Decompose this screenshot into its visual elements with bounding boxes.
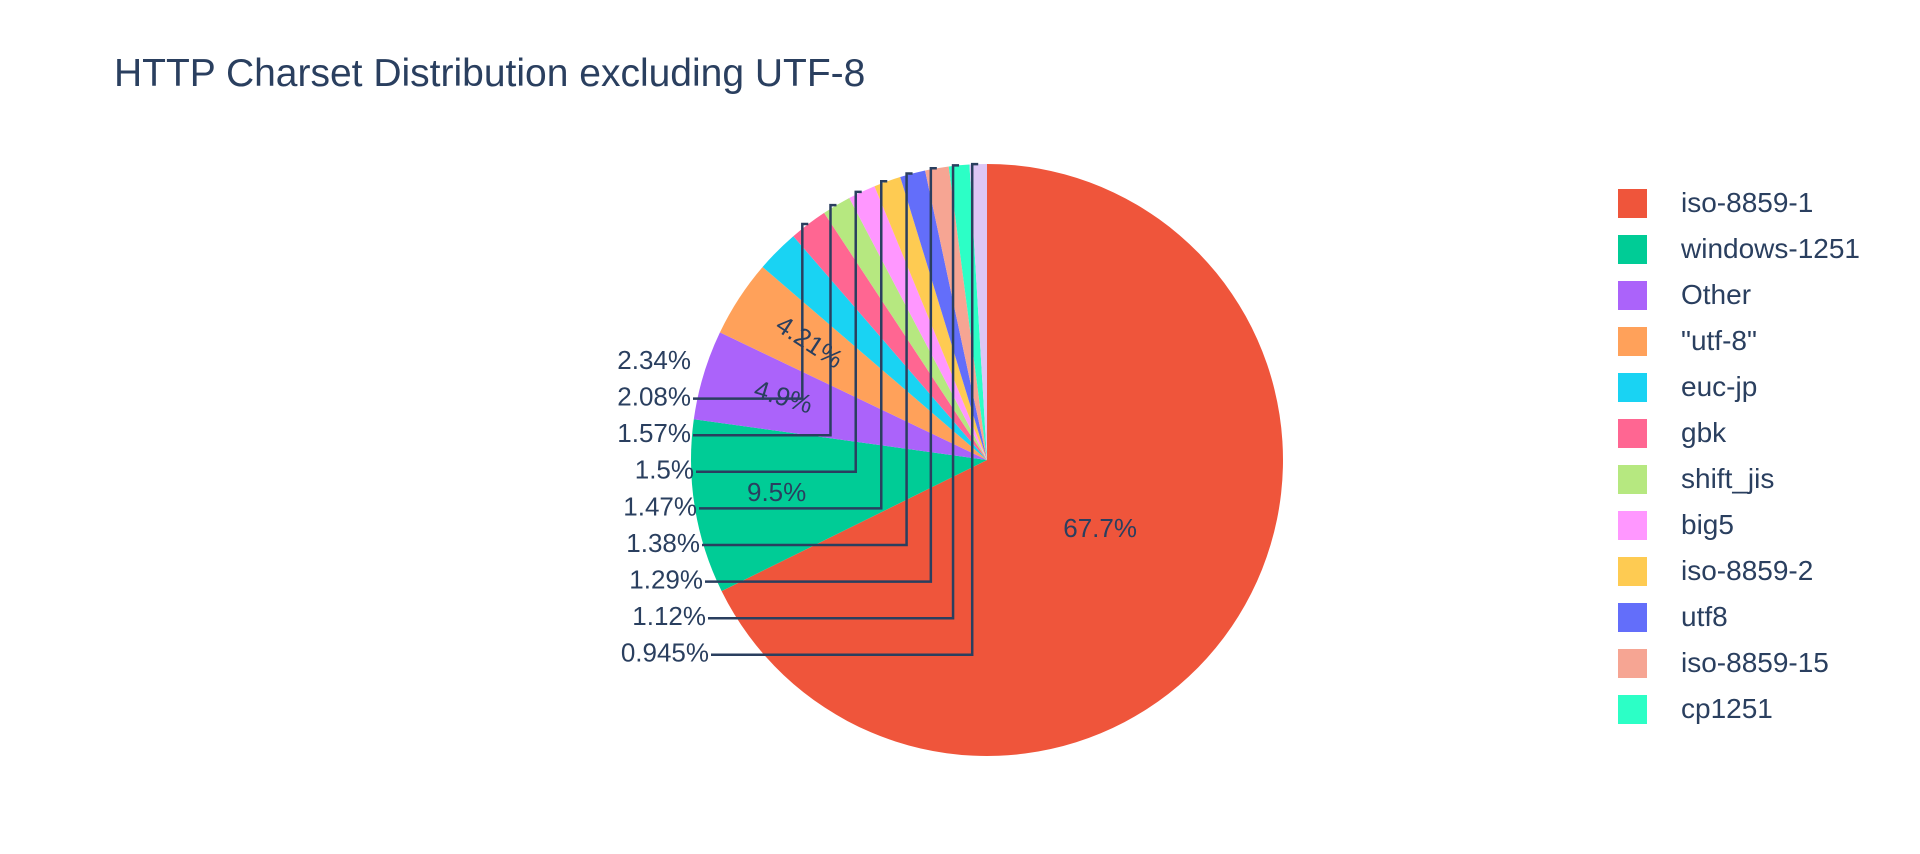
leader-line: [711, 162, 979, 657]
legend-swatch: [1618, 280, 1647, 310]
pie-slice-windows-1251[interactable]: [690, 419, 987, 592]
pie-slice-iso-8859-1[interactable]: [721, 164, 1283, 757]
legend-item[interactable]: windows-1251: [1618, 226, 1860, 272]
legend-label: cp1251: [1681, 693, 1773, 724]
legend-swatch: [1618, 418, 1647, 448]
legend-item[interactable]: iso-8859-1: [1618, 180, 1860, 226]
legend-label: iso-8859-2: [1681, 555, 1814, 586]
legend-swatch: [1618, 234, 1647, 264]
pie-slice-other[interactable]: [693, 332, 987, 460]
pie-label: 9.5%: [747, 477, 806, 507]
legend-label: utf8: [1681, 601, 1728, 632]
legend-label: euc-jp: [1681, 371, 1758, 402]
leader-line: [699, 180, 888, 510]
legend-label: windows-1251: [1681, 233, 1860, 264]
pie-label: 67.7%: [1063, 513, 1137, 543]
legend-item[interactable]: cp1251: [1618, 686, 1860, 732]
legend-swatch: [1618, 464, 1647, 494]
legend-swatch: [1618, 556, 1647, 586]
legend-item[interactable]: gbk: [1618, 410, 1860, 456]
pie-slice-gbk[interactable]: [793, 212, 987, 460]
legend-swatch: [1618, 372, 1647, 402]
legend-label: gbk: [1681, 417, 1727, 448]
pie-label: 1.12%: [632, 601, 706, 631]
pie-slice-cp1251[interactable]: [948, 164, 987, 460]
legend-item[interactable]: big5: [1618, 502, 1860, 548]
legend-item[interactable]: utf8: [1618, 594, 1860, 640]
pie-slice-unlabeled[interactable]: [969, 164, 987, 460]
legend-swatch: [1618, 602, 1647, 632]
legend-label: iso-8859-15: [1681, 647, 1829, 678]
pie-label: 1.57%: [617, 418, 691, 448]
pie-label: 1.29%: [629, 564, 703, 594]
leader-line: [693, 222, 809, 400]
leader-line: [705, 167, 937, 583]
pie-label: 1.38%: [626, 528, 700, 558]
legend: iso-8859-1 windows-1251 Other "utf-8" euc-jp…: [1618, 180, 1860, 732]
legend-label: "utf-8": [1681, 325, 1757, 356]
legend-label: Other: [1681, 279, 1752, 310]
legend-item[interactable]: Other: [1618, 272, 1860, 318]
legend-swatch: [1618, 694, 1647, 724]
pie-label: 1.5%: [635, 455, 694, 485]
pie-slice-utf-8[interactable]: [719, 266, 987, 460]
legend-item[interactable]: iso-8859-2: [1618, 548, 1860, 594]
legend-item[interactable]: euc-jp: [1618, 364, 1860, 410]
legend-label: iso-8859-1: [1681, 187, 1814, 218]
pie-slice-utf8[interactable]: [900, 170, 987, 461]
leader-line: [702, 172, 913, 547]
legend-label: big5: [1681, 509, 1734, 540]
legend-swatch: [1618, 510, 1647, 540]
pie-label: 0.945%: [621, 638, 709, 668]
pie-label: 2.34%: [617, 345, 691, 375]
legend-item[interactable]: "utf-8": [1618, 318, 1860, 364]
legend-item[interactable]: shift_jis: [1618, 456, 1860, 502]
leader-line: [693, 203, 837, 437]
legend-swatch: [1618, 188, 1647, 218]
legend-swatch: [1618, 648, 1647, 678]
pie-label: 1.47%: [623, 491, 697, 521]
chart-title: HTTP Charset Distribution excluding UTF-…: [114, 52, 866, 95]
leader-line: [696, 190, 862, 474]
legend-item[interactable]: iso-8859-15: [1618, 640, 1860, 686]
legend-label: shift_jis: [1681, 463, 1775, 494]
pie-label: 2.08%: [617, 381, 691, 411]
legend-swatch: [1618, 326, 1647, 356]
leader-line: [708, 164, 960, 620]
